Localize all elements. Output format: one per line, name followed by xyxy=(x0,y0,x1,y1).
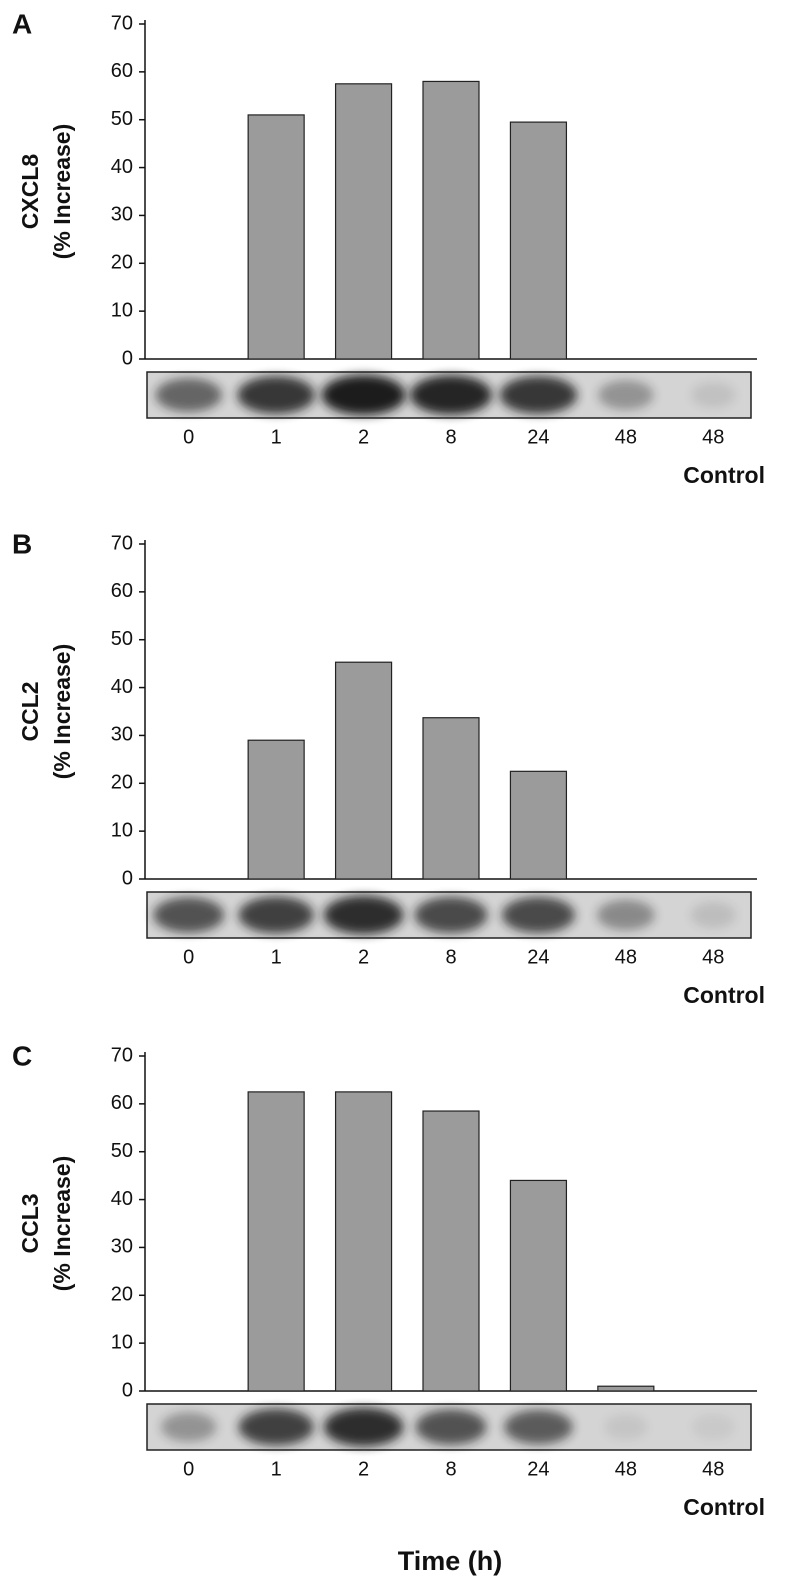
x-tick-label: 48 xyxy=(615,946,637,968)
blot-band xyxy=(691,382,736,408)
bar xyxy=(422,717,480,880)
bar xyxy=(247,1091,305,1392)
blot-band xyxy=(499,376,578,414)
category-note: Control xyxy=(683,982,765,1008)
blot-band xyxy=(323,1407,404,1447)
blot-band xyxy=(598,380,654,410)
y-axis-title: (% Increase) xyxy=(49,124,75,260)
x-tick-label: 1 xyxy=(271,946,282,968)
y-tick-label: 50 xyxy=(111,1140,133,1162)
panel-label: C xyxy=(12,1040,32,1071)
y-tick-label: 50 xyxy=(111,628,133,650)
x-tick-label: 8 xyxy=(445,1458,456,1480)
blot-band xyxy=(501,897,575,933)
x-tick-label: 8 xyxy=(445,426,456,448)
x-tick-label: 1 xyxy=(271,426,282,448)
blot xyxy=(146,371,752,419)
y-tick-label: 10 xyxy=(111,1331,133,1353)
y-tick-label: 30 xyxy=(111,204,133,226)
x-tick-label: 0 xyxy=(183,426,194,448)
y-tick-label: 20 xyxy=(111,252,133,274)
y-tick-label: 10 xyxy=(111,299,133,321)
x-tick-label: 1 xyxy=(271,1458,282,1480)
blot-band xyxy=(415,1409,487,1445)
y-tick-label: 60 xyxy=(111,1092,133,1114)
x-tick-label: 48 xyxy=(702,1458,724,1480)
panel-label: A xyxy=(12,8,32,39)
y-tick-label: 20 xyxy=(111,772,133,794)
y-tick-label: 40 xyxy=(111,156,133,178)
bar xyxy=(597,1385,655,1392)
x-tick-label: 48 xyxy=(615,1458,637,1480)
bar xyxy=(509,1179,568,1392)
bar xyxy=(509,121,568,360)
panel-label: B xyxy=(12,528,32,559)
x-tick-label: 2 xyxy=(358,946,369,968)
blot-band xyxy=(238,1408,314,1446)
blot-band xyxy=(238,896,314,934)
blot-band xyxy=(414,897,488,933)
blot-band xyxy=(690,902,736,928)
y-tick-label: 0 xyxy=(122,347,133,369)
blot-band xyxy=(323,895,404,935)
category-note: Control xyxy=(683,462,765,488)
x-tick-label: 0 xyxy=(183,946,194,968)
y-axis-title: CCL3 xyxy=(17,1193,43,1253)
y-tick-label: 70 xyxy=(111,532,133,554)
blot-band xyxy=(161,1412,217,1442)
x-tick-label: 8 xyxy=(445,946,456,968)
y-tick-label: 30 xyxy=(111,1236,133,1258)
y-tick-label: 70 xyxy=(111,1044,133,1066)
x-tick-label: 24 xyxy=(527,1458,549,1480)
y-tick-label: 0 xyxy=(122,867,133,889)
y-axis-title: (% Increase) xyxy=(49,644,75,780)
blot-band xyxy=(691,1414,735,1440)
x-tick-label: 24 xyxy=(527,946,549,968)
bar xyxy=(334,661,393,880)
bar xyxy=(247,739,305,880)
bar xyxy=(247,114,305,360)
bar xyxy=(509,770,568,880)
y-tick-label: 0 xyxy=(122,1379,133,1401)
y-axis-title: CCL2 xyxy=(17,681,43,741)
x-axis-title: Time (h) xyxy=(398,1546,503,1576)
bar xyxy=(334,1091,393,1392)
bar xyxy=(422,80,480,360)
y-tick-label: 50 xyxy=(111,108,133,130)
category-note: Control xyxy=(683,1494,765,1520)
y-tick-label: 60 xyxy=(111,60,133,82)
x-tick-label: 48 xyxy=(615,426,637,448)
x-tick-label: 2 xyxy=(358,426,369,448)
blot-band xyxy=(153,897,225,933)
x-tick-label: 48 xyxy=(702,426,724,448)
y-tick-label: 10 xyxy=(111,819,133,841)
y-axis-title: CXCL8 xyxy=(17,154,43,230)
y-tick-label: 30 xyxy=(111,724,133,746)
y-tick-label: 60 xyxy=(111,580,133,602)
y-tick-label: 40 xyxy=(111,676,133,698)
bar xyxy=(422,1110,480,1392)
blot-band xyxy=(604,1414,648,1440)
blot-band xyxy=(321,375,406,415)
blot xyxy=(146,1403,752,1451)
x-tick-label: 24 xyxy=(527,426,549,448)
x-tick-label: 2 xyxy=(358,1458,369,1480)
y-tick-label: 20 xyxy=(111,1284,133,1306)
blot-band xyxy=(155,378,222,412)
blot xyxy=(146,891,752,939)
y-axis-title: (% Increase) xyxy=(49,1156,75,1292)
blot-band xyxy=(504,1409,573,1445)
blot-band xyxy=(410,375,492,415)
bar xyxy=(334,83,393,360)
x-tick-label: 0 xyxy=(183,1458,194,1480)
y-tick-label: 70 xyxy=(111,12,133,34)
y-tick-label: 40 xyxy=(111,1188,133,1210)
blot-band xyxy=(597,899,655,931)
blot-band xyxy=(237,376,315,414)
x-tick-label: 48 xyxy=(702,946,724,968)
